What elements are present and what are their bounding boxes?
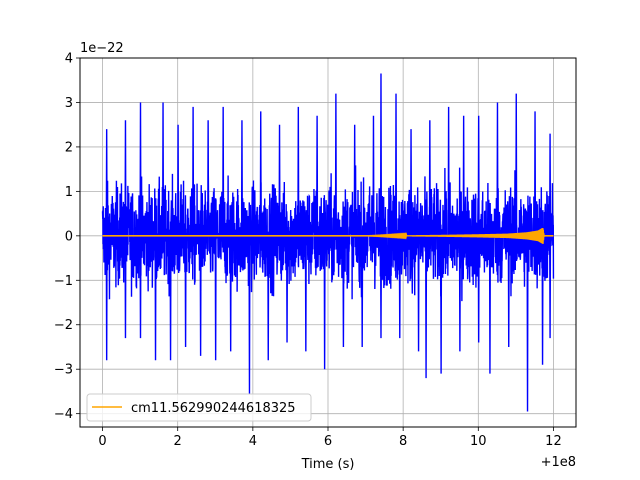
y-tick-label: −2 xyxy=(54,318,73,333)
y-tick-label: 1 xyxy=(65,185,73,200)
x-tick-label: 10 xyxy=(470,434,487,449)
y-tick-label: 0 xyxy=(65,229,73,244)
plot-area xyxy=(101,73,555,412)
x-tick-label: 12 xyxy=(545,434,562,449)
legend-box xyxy=(86,393,312,422)
legend-label: cm11.562990244618325 xyxy=(131,401,296,416)
x-tick-label: 8 xyxy=(399,434,407,449)
x-axis: 0 2 4 6 8 10 12 xyxy=(98,427,562,449)
y-tick-label: 2 xyxy=(65,140,73,155)
series-noise-line xyxy=(101,73,555,412)
y-tick-label: −3 xyxy=(54,363,73,378)
y-tick-label: 4 xyxy=(65,52,73,67)
legend: cm11.562990244618325 xyxy=(86,393,312,422)
y-tick-label: −4 xyxy=(54,407,73,422)
x-offset-label: +1e8 xyxy=(541,455,576,470)
series-waveform-line xyxy=(102,227,554,244)
x-tick-label: 6 xyxy=(324,434,332,449)
x-axis-label: Time (s) xyxy=(301,457,355,472)
x-tick-label: 4 xyxy=(249,434,257,449)
x-tick-label: 0 xyxy=(98,434,106,449)
y-tick-label: 3 xyxy=(65,96,73,111)
y-tick-label: −1 xyxy=(54,274,73,289)
y-multiplier-label: 1e−22 xyxy=(80,41,124,56)
x-tick-label: 2 xyxy=(174,434,182,449)
y-axis: −4 −3 −2 −1 0 1 2 3 4 xyxy=(54,52,80,422)
